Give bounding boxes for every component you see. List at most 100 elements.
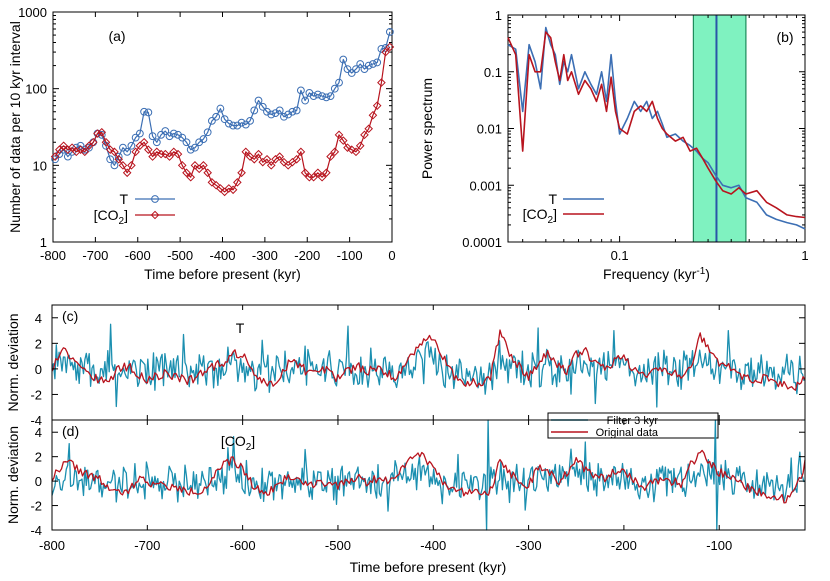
- data-point-t: [85, 143, 93, 152]
- y-tick-label-b: 1: [495, 8, 502, 23]
- data-point-t: [330, 84, 339, 93]
- panel-label-a: (a): [108, 28, 125, 44]
- x-tick-label-d: -700: [134, 538, 160, 553]
- data-point-co2: [313, 168, 323, 178]
- data-point-t: [322, 93, 331, 102]
- data-point-t: [313, 90, 322, 99]
- data-point-co2: [182, 168, 191, 178]
- data-point-co2: [360, 130, 369, 140]
- data-point-co2: [249, 154, 259, 164]
- data-point-t: [275, 106, 284, 115]
- data-point-t: [369, 60, 377, 68]
- legend-box: [547, 412, 719, 439]
- data-point-t: [271, 109, 280, 118]
- y-axis-label-a: Number of data per 10 kyr interval: [7, 21, 23, 233]
- y-axis-label-d: Norm. deviation: [5, 426, 21, 524]
- x-axis-label-b: Frequency (kyr-1): [603, 266, 710, 282]
- x-tick-label-a: -300: [252, 248, 278, 263]
- data-point-co2: [237, 168, 246, 178]
- data-point-co2: [76, 145, 85, 154]
- data-point-t: [148, 132, 157, 141]
- data-point-t: [182, 138, 191, 147]
- data-point-t: [309, 92, 318, 100]
- y-tick-label-b: 0.1: [484, 65, 502, 80]
- series-label-t: T: [236, 320, 245, 336]
- data-point-t: [216, 104, 225, 113]
- data-point-co2: [211, 180, 221, 190]
- data-point-t: [140, 107, 149, 116]
- data-point-t: [267, 110, 276, 119]
- data-point-co2: [105, 145, 115, 154]
- data-point-co2: [190, 161, 200, 170]
- data-point-co2: [330, 147, 340, 157]
- x-tick-label-b: 0.1: [611, 248, 629, 263]
- data-point-co2: [71, 147, 81, 157]
- y-tick-label-b: 0.001: [469, 178, 502, 193]
- y-tick-label-c: 4: [35, 311, 42, 326]
- data-point-co2: [368, 110, 378, 120]
- y-axis-label-b: Power spectrum: [419, 78, 435, 179]
- x-tick-label-d: -800: [39, 538, 65, 553]
- x-tick-label-a: 0: [388, 248, 395, 263]
- x-tick-label-a: -200: [294, 248, 320, 263]
- data-point-t: [224, 119, 233, 128]
- data-point-co2: [326, 152, 335, 161]
- data-point-co2: [148, 152, 157, 161]
- y-tick-label-d: 4: [35, 425, 42, 440]
- data-point-co2: [338, 136, 348, 145]
- data-point-co2: [101, 137, 111, 147]
- panel-a-number-of-data: -800 -700 -600 -500 -400 -300 -200 -100 0 1 10 100 1…: [7, 5, 396, 282]
- x-tick-label-a: -400: [209, 248, 235, 263]
- y-tick-label-d: 0: [35, 474, 42, 489]
- frequency-band: [693, 15, 746, 242]
- data-point-t: [343, 65, 352, 73]
- x-tick-label-a: -600: [125, 248, 151, 263]
- data-point-co2: [152, 147, 162, 157]
- legend-label-a-0: T: [119, 191, 128, 207]
- data-point-t: [237, 118, 246, 127]
- data-point-co2: [296, 147, 306, 157]
- data-point-t: [208, 116, 216, 125]
- data-point-t: [347, 69, 356, 77]
- data-point-co2: [355, 141, 365, 151]
- data-point-t: [174, 130, 182, 139]
- panel-b-power-spectrum: 0.1 1 0.0001 0.001 0.01 0.1 1 Frequency (kyr-1)…: [419, 8, 809, 282]
- data-point-co2: [300, 168, 310, 178]
- x-tick-label-d: -100: [706, 538, 732, 553]
- data-point-co2: [381, 47, 390, 57]
- y-tick-label-a: 100: [25, 82, 47, 97]
- y-tick-label-d: 2: [35, 450, 42, 465]
- y-tick-label-d: -4: [30, 523, 42, 538]
- spectrum-line-co2: [507, 31, 806, 219]
- data-point-t: [301, 96, 310, 105]
- data-point-co2: [97, 127, 107, 137]
- series-line-t: [54, 31, 391, 166]
- filter-3kyr-line-c: [51, 323, 805, 408]
- data-point-co2: [127, 161, 136, 170]
- data-point-t: [191, 143, 199, 152]
- x-tick-label-a: -700: [82, 248, 108, 263]
- data-point-co2: [262, 154, 272, 164]
- data-point-co2: [372, 101, 382, 110]
- data-point-co2: [80, 147, 90, 157]
- y-tick-label-c: 2: [35, 336, 42, 351]
- data-point-co2: [364, 124, 374, 134]
- data-point-co2: [309, 172, 318, 182]
- y-tick-label-a: 1000: [18, 5, 47, 20]
- data-point-t: [254, 96, 263, 105]
- x-tick-label-a: -100: [337, 248, 363, 263]
- data-point-co2: [50, 152, 60, 161]
- data-point-co2: [165, 152, 174, 161]
- data-point-t: [165, 132, 174, 141]
- data-point-co2: [207, 178, 217, 187]
- data-point-co2: [292, 154, 301, 164]
- data-point-co2: [317, 172, 327, 182]
- data-point-co2: [118, 161, 128, 170]
- data-point-co2: [351, 147, 361, 157]
- data-point-t: [131, 133, 140, 142]
- x-axis-label-d: Time before present (kyr): [350, 559, 507, 575]
- data-point-t: [203, 128, 212, 137]
- x-tick-label-d: -600: [230, 538, 256, 553]
- y-tick-label-a: 10: [33, 158, 47, 173]
- y-tick-label-d: -2: [30, 499, 42, 514]
